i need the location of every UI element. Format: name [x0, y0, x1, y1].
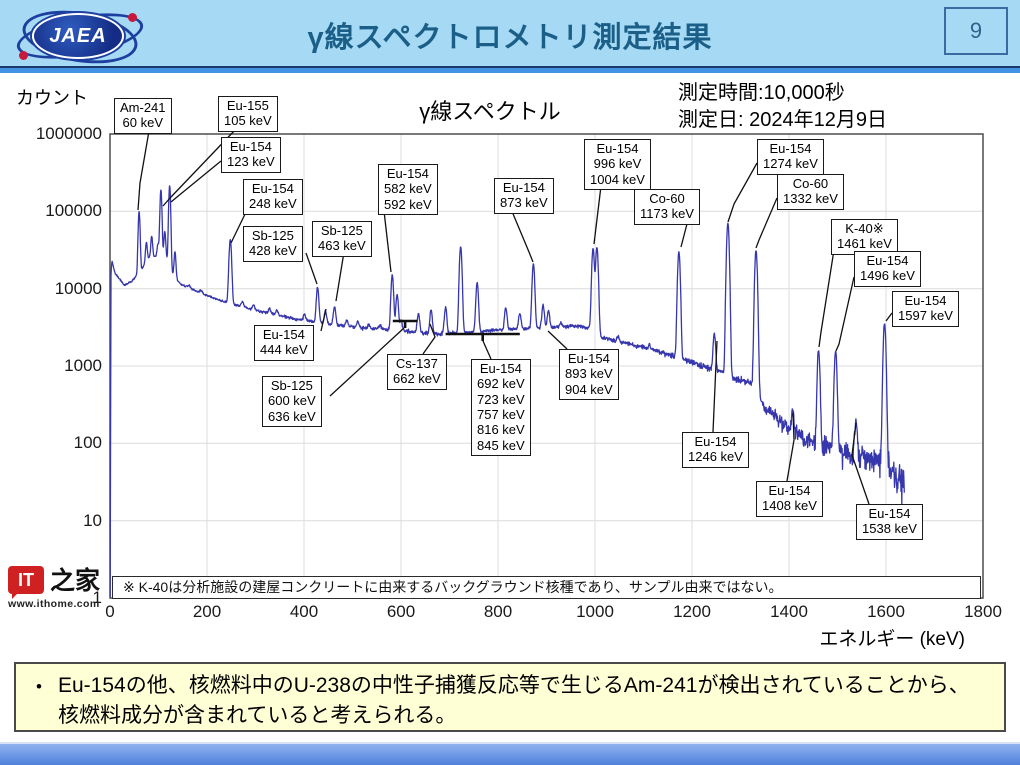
- x-tick-label: 0: [105, 602, 115, 621]
- measurement-time: 測定時間:10,000秒: [678, 82, 845, 104]
- chart-title: γ線スペクトル: [419, 99, 561, 124]
- measurement-info: 測定時間:10,000秒 測定日: 2024年12月9日: [678, 80, 887, 134]
- peak-label-eu155_105: Eu-155 105 keV: [218, 96, 278, 132]
- bullet-icon: •: [36, 677, 42, 696]
- peak-label-eu154_1408: Eu-154 1408 keV: [756, 481, 823, 517]
- ithome-logo-suffix: 之家: [50, 568, 101, 595]
- footer-bar: [0, 742, 1020, 765]
- x-tick-label: 200: [192, 602, 222, 621]
- peak-label-eu154_1246: Eu-154 1246 keV: [682, 432, 749, 468]
- jaea-orbit-dot-icon: [19, 51, 28, 60]
- y-tick-label: 1000: [64, 356, 102, 375]
- peak-label-am241_60: Am-241 60 keV: [114, 98, 172, 134]
- peak-label-eu154_multi: Eu-154 692 keV 723 keV 757 keV 816 keV 8…: [471, 359, 531, 456]
- y-tick-label: 1: [92, 588, 102, 607]
- peak-label-sb125_428: Sb-125 428 keV: [243, 226, 303, 262]
- peak-label-eu154_996: Eu-154 996 keV 1004 keV: [584, 139, 651, 190]
- peak-label-sb125_600: Sb-125 600 keV 636 keV: [262, 376, 322, 427]
- ithome-watermark: IT 之家 www.ithome.com: [8, 566, 100, 610]
- peak-label-eu154_1496: Eu-154 1496 keV: [854, 251, 921, 287]
- x-tick-label: 400: [289, 602, 319, 621]
- peak-label-eu154_873: Eu-154 873 keV: [494, 178, 554, 214]
- x-tick-label: 1000: [576, 602, 614, 621]
- peak-label-eu154_893: Eu-154 893 keV 904 keV: [559, 349, 619, 400]
- x-axis-title: エネルギー (keV): [819, 629, 965, 650]
- peak-group-bracket: [392, 319, 418, 328]
- peak-label-eu154_582: Eu-154 582 keV 592 keV: [378, 164, 438, 215]
- conclusion-note: • Eu-154の他、核燃料中のU-238の中性子捕獲反応等で生じるAm-241…: [14, 662, 1006, 732]
- conclusion-text: Eu-154の他、核燃料中のU-238の中性子捕獲反応等で生じるAm-241が検…: [58, 674, 970, 727]
- jaea-logo-text: JAEA: [32, 13, 124, 59]
- peak-label-eu154_444: Eu-154 444 keV: [254, 325, 314, 361]
- peak-label-eu154_123: Eu-154 123 keV: [221, 137, 281, 173]
- x-tick-label: 800: [483, 602, 513, 621]
- x-tick-label: 1800: [964, 602, 1002, 621]
- peak-label-eu154_248: Eu-154 248 keV: [243, 179, 303, 215]
- x-tick-label: 600: [386, 602, 416, 621]
- x-tick-label: 1200: [673, 602, 711, 621]
- y-tick-label: 10: [83, 510, 102, 530]
- x-tick-label: 1600: [867, 602, 905, 621]
- header-band: JAEA γ線スペクトロメトリ測定結果 9: [0, 0, 1020, 71]
- header-divider: [0, 66, 1020, 73]
- y-tick-label: 10000: [54, 278, 102, 298]
- jaea-orbit-dot-icon: [128, 13, 137, 22]
- peak-label-co60_1332: Co-60 1332 keV: [777, 174, 844, 210]
- ithome-url: www.ithome.com: [8, 598, 100, 610]
- peak-label-eu154_1538: Eu-154 1538 keV: [856, 504, 923, 540]
- y-tick-label: 1000000: [35, 124, 102, 143]
- ithome-logo-icon: IT: [8, 566, 44, 599]
- y-axis-title: カウント: [16, 88, 88, 108]
- peak-label-eu154_1597: Eu-154 1597 keV: [892, 291, 959, 327]
- peak-label-eu154_1274: Eu-154 1274 keV: [757, 139, 824, 175]
- peak-group-bracket: [445, 332, 520, 341]
- page-number: 9: [944, 7, 1008, 55]
- y-tick-label: 100000: [45, 201, 102, 221]
- measurement-date: 測定日: 2024年12月9日: [678, 109, 887, 131]
- chart-footnote: ※ K-40は分析施設の建屋コンクリートに由来するバックグラウンド核種であり、サ…: [112, 576, 981, 599]
- peak-label-sb125_463: Sb-125 463 keV: [312, 221, 372, 257]
- page-title: γ線スペクトロメトリ測定結果: [307, 22, 713, 54]
- peak-label-co60_1173: Co-60 1173 keV: [634, 189, 700, 225]
- peak-label-cs137_662: Cs-137 662 keV: [387, 354, 447, 390]
- x-tick-label: 1400: [770, 602, 808, 621]
- y-tick-label: 100: [73, 433, 102, 453]
- peak-label-k40_1461: K-40※ 1461 keV: [831, 219, 898, 255]
- jaea-logo: JAEA: [10, 3, 150, 71]
